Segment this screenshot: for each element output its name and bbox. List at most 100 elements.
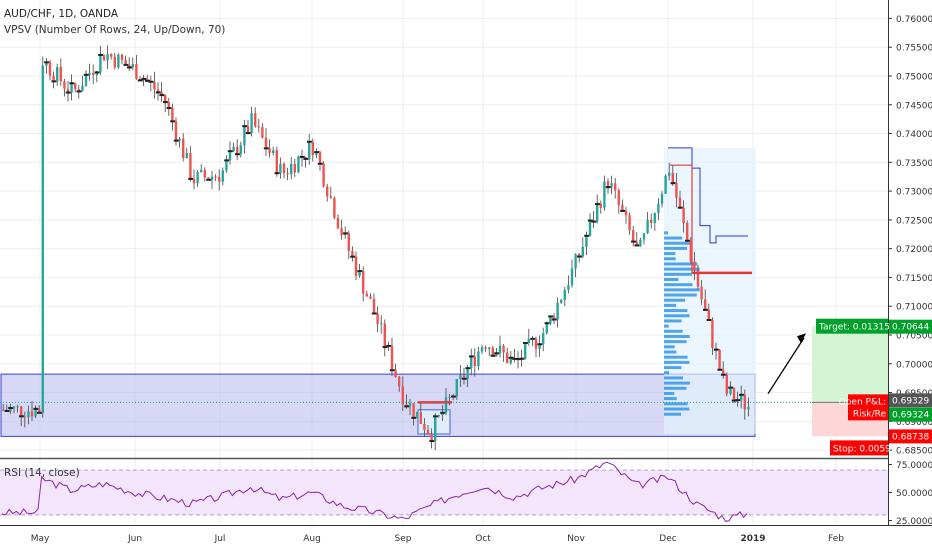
candle-body — [412, 403, 415, 418]
stop-label[interactable]: Stop: 0.00591 ( — [830, 440, 903, 456]
candle-close-mark — [577, 255, 582, 258]
position-labels[interactable]: Target: 0.01315 (1. Stop: 0.00591 ( Open P… — [816, 318, 932, 456]
candle-close-mark — [389, 369, 395, 372]
candle-body — [92, 72, 95, 75]
profile-bar — [664, 340, 687, 344]
candle-body — [178, 138, 181, 141]
pnl-text: Open P&L: — [839, 397, 886, 407]
candle-body — [635, 241, 638, 246]
candle-body — [56, 66, 59, 82]
price-badge-text: 0.68738 — [892, 432, 929, 442]
rsi-legend[interactable]: RSI (14, close) — [4, 467, 80, 479]
indicator-legend[interactable]: VPSV (Number Of Rows, 24, Up/Down, 70) — [4, 24, 226, 36]
candle-close-mark — [141, 77, 147, 80]
candle-body — [174, 121, 178, 141]
candle-close-mark — [242, 125, 248, 128]
candle-body — [408, 403, 412, 407]
profile-bar — [664, 350, 677, 354]
candle-close-mark — [631, 240, 636, 243]
price-tick-label: 0.74500 — [896, 101, 932, 111]
candle-body — [311, 141, 314, 156]
candle-close-mark — [440, 411, 446, 414]
candle-body — [542, 333, 545, 345]
candle-close-mark — [523, 341, 528, 344]
candle-body — [131, 63, 134, 68]
time-tick-label: Jul — [214, 534, 226, 544]
target-label[interactable]: Target: 0.01315 (1. — [816, 318, 905, 334]
candle-body — [718, 349, 721, 370]
profile-bar — [664, 267, 700, 271]
candle-body — [527, 338, 530, 343]
time-tick-label: 2019 — [740, 534, 765, 544]
price-badge-bg — [889, 319, 932, 334]
candle-body — [498, 345, 502, 354]
price-tick-label: 0.73500 — [896, 159, 932, 169]
candle-close-mark — [37, 411, 42, 414]
price-badge-bg — [889, 429, 932, 444]
target-zone — [812, 326, 888, 403]
candle-close-mark — [19, 415, 24, 418]
candle-body — [628, 215, 631, 231]
candle-body — [347, 233, 350, 251]
rsi-tick-label: 50.0000 — [896, 489, 932, 499]
profile-bar — [664, 314, 690, 318]
arrow-shaft — [767, 337, 805, 395]
price-tick-label: 0.76000 — [896, 15, 932, 25]
candle-close-mark — [731, 399, 737, 402]
symbol-title[interactable]: AUD/CHF, 1D, OANDA — [4, 8, 119, 20]
candle-body — [480, 347, 484, 352]
candle-close-mark — [123, 63, 129, 66]
candle-body — [610, 183, 613, 188]
candle-close-mark — [94, 71, 100, 74]
candle-close-mark — [137, 79, 143, 82]
candle-close-mark — [677, 206, 683, 209]
candle-close-mark — [739, 393, 744, 396]
candle-body — [711, 320, 714, 348]
risk-text: Risk/Re — [853, 409, 887, 419]
candle-close-mark — [206, 178, 212, 181]
candle-close-mark — [490, 354, 496, 357]
candle-close-mark — [519, 357, 525, 360]
candle-body — [9, 408, 12, 411]
price-badge[interactable]: 0.70644 — [889, 319, 932, 334]
candle-body — [45, 62, 48, 66]
candle-body — [16, 406, 19, 408]
candle-body — [239, 145, 242, 155]
candle-close-mark — [512, 357, 518, 360]
target-label-bg — [816, 318, 888, 334]
candle-close-mark — [314, 151, 320, 154]
candle-body — [488, 347, 491, 349]
candle-body — [473, 356, 476, 367]
candle-close-mark — [69, 82, 75, 85]
candle-body — [365, 293, 368, 297]
time-axis[interactable]: May Jun Jul Aug Sep Oct Nov Dec 2019 Feb — [0, 525, 932, 545]
candle-close-mark — [634, 244, 640, 247]
candle-body — [124, 59, 127, 65]
candle-body — [340, 228, 343, 236]
profile-bar — [664, 319, 682, 323]
candle-body — [196, 171, 199, 184]
candle-close-mark — [404, 405, 410, 408]
candle-body — [185, 153, 188, 159]
candle-body — [524, 342, 527, 359]
candle-body — [192, 178, 196, 184]
candle-body — [254, 113, 257, 127]
price-tick-label: 0.69000 — [896, 418, 932, 428]
price-tick-label: 0.73000 — [896, 188, 932, 198]
rsi-line — [1, 461, 748, 522]
candle-body — [689, 240, 692, 262]
price-badge[interactable]: 0.68738 — [889, 429, 932, 444]
price-badge[interactable]: 0.69324 — [889, 407, 932, 422]
candle-body — [678, 197, 682, 208]
candle-body — [642, 233, 646, 240]
candle-close-mark — [587, 219, 593, 222]
candle-body — [477, 351, 480, 367]
candle-close-mark — [465, 367, 471, 370]
rsi-path — [1, 461, 748, 522]
price-badge[interactable]: 0.69329 — [889, 393, 932, 408]
price-tick-label: 0.71000 — [896, 303, 932, 313]
pnl-label[interactable]: Open P&L: Risk/Re — [839, 394, 888, 421]
support-zone-rect[interactable] — [0, 373, 756, 437]
support-zone-box[interactable] — [0, 373, 756, 437]
